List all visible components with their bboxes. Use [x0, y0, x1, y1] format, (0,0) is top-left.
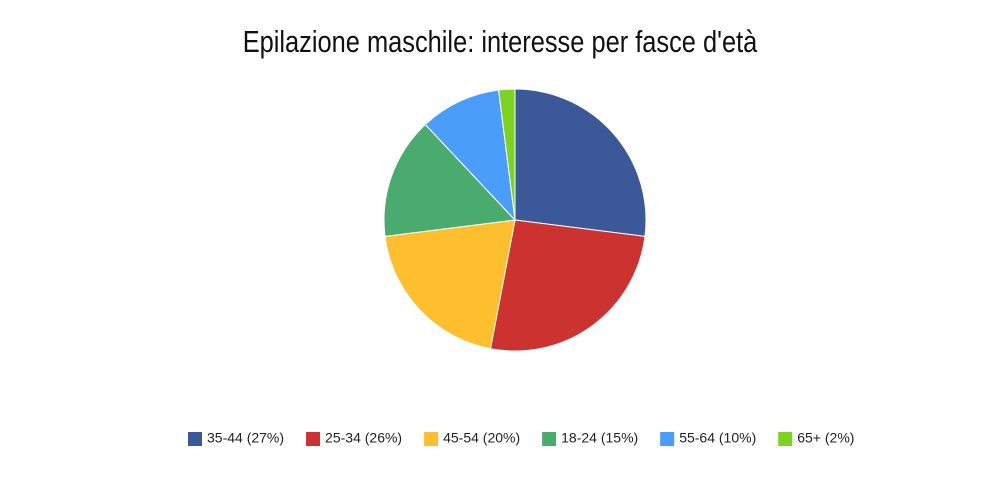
- legend-label: 45-54 (20%): [443, 430, 520, 446]
- pie-slice: [384, 219, 516, 350]
- legend-swatch: [542, 432, 557, 446]
- chart-title: Epilazione maschile: interesse per fasce…: [243, 25, 758, 60]
- pie-slice: [489, 219, 646, 352]
- legend-swatch: [188, 432, 202, 446]
- legend-label: 65+ (2%): [797, 430, 854, 446]
- legend-swatch: [306, 432, 321, 446]
- pie-slice: [424, 89, 516, 222]
- pie-slice: [514, 88, 647, 237]
- legend-label: 35-44 (27%): [207, 430, 284, 446]
- legend-swatch: [660, 432, 675, 446]
- pie-slice: [498, 88, 516, 221]
- legend-swatch: [424, 432, 439, 446]
- legend-label: 25-34 (26%): [325, 430, 402, 446]
- legend-label: 55-64 (10%): [679, 430, 756, 446]
- legend-label: 18-24 (15%): [561, 430, 638, 446]
- pie-slice: [383, 123, 517, 237]
- legend-swatch: [778, 432, 793, 446]
